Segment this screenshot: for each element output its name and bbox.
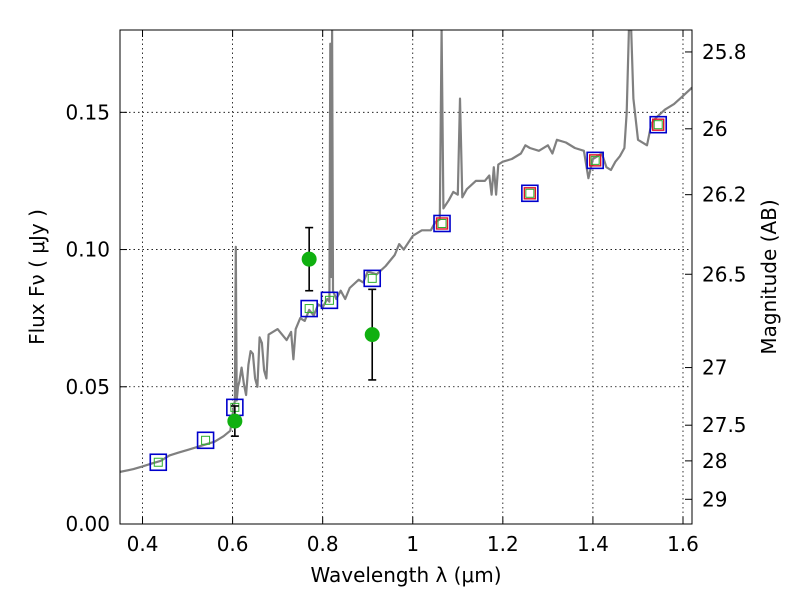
axis-ticks: 0.4 0.6 0.8 1 1.2 1.4 1.6 0.00 0.05 0.10 0.15 25.8 2… xyxy=(65,30,747,556)
data-layer xyxy=(120,30,692,473)
model-inner-mark xyxy=(324,295,334,305)
model-inner-mark xyxy=(201,435,211,445)
y2-tick-label: 26.2 xyxy=(702,183,747,207)
y2-tick-label: 28 xyxy=(702,449,727,473)
y2-tick-label: 27 xyxy=(702,356,727,380)
x-tick-label: 0.6 xyxy=(217,532,249,556)
hst-photometry-square xyxy=(523,187,537,200)
model-photometry-square xyxy=(586,151,604,170)
ground-photometry-point xyxy=(227,413,243,429)
y2-tick-label: 25.8 xyxy=(702,40,747,64)
x-axis-label: Wavelength λ (μm) xyxy=(310,563,501,587)
hst-photometry-square xyxy=(435,217,449,230)
y-tick-label: 0.15 xyxy=(65,100,110,124)
model-photometry-square xyxy=(521,184,539,203)
model-photometry-square xyxy=(196,431,215,450)
plot-frame xyxy=(119,29,693,525)
y2-tick-label: 29 xyxy=(702,487,727,511)
y-axis-label: Flux Fν ( μJy ) xyxy=(25,209,49,345)
hst-photometry-square xyxy=(652,118,665,131)
x-tick-label: 1.2 xyxy=(487,532,519,556)
grid-lines xyxy=(120,30,692,525)
model-inner-mark xyxy=(437,218,447,228)
model-photometry-square xyxy=(649,115,668,134)
model-inner-mark xyxy=(653,120,663,130)
x-tick-label: 1 xyxy=(406,532,419,556)
model-photometry-square xyxy=(149,453,168,472)
x-tick-label: 0.8 xyxy=(307,532,339,556)
ground-photometry-point xyxy=(301,251,317,267)
model-photometry-square xyxy=(363,269,382,288)
y2-tick-label: 27.5 xyxy=(702,413,747,437)
x-tick-label: 1.6 xyxy=(667,532,699,556)
model-inner-mark xyxy=(525,188,535,198)
model-photometry-square xyxy=(320,291,339,310)
y-tick-label: 0.05 xyxy=(65,375,110,399)
hst-photometry-square xyxy=(588,154,602,167)
model-inner-mark xyxy=(153,457,163,467)
y-tick-label: 0.10 xyxy=(65,238,110,262)
y2-tick-label: 26 xyxy=(702,117,727,141)
model-inner-mark xyxy=(367,273,377,283)
model-photometry-square xyxy=(300,299,318,318)
y-tick-label: 0.00 xyxy=(65,512,110,536)
plot-content xyxy=(120,30,692,473)
model-inner-mark xyxy=(304,304,314,314)
sed-model-line xyxy=(120,30,692,473)
x-tick-label: 1.4 xyxy=(577,532,609,556)
y2-tick-label: 26.5 xyxy=(702,262,747,286)
model-photometry-square xyxy=(433,214,451,233)
x-tick-label: 0.4 xyxy=(127,532,159,556)
ground-photometry-point xyxy=(364,327,380,343)
model-inner-mark xyxy=(590,155,600,165)
y2-axis-label: Magnitude (AB) xyxy=(757,199,781,354)
